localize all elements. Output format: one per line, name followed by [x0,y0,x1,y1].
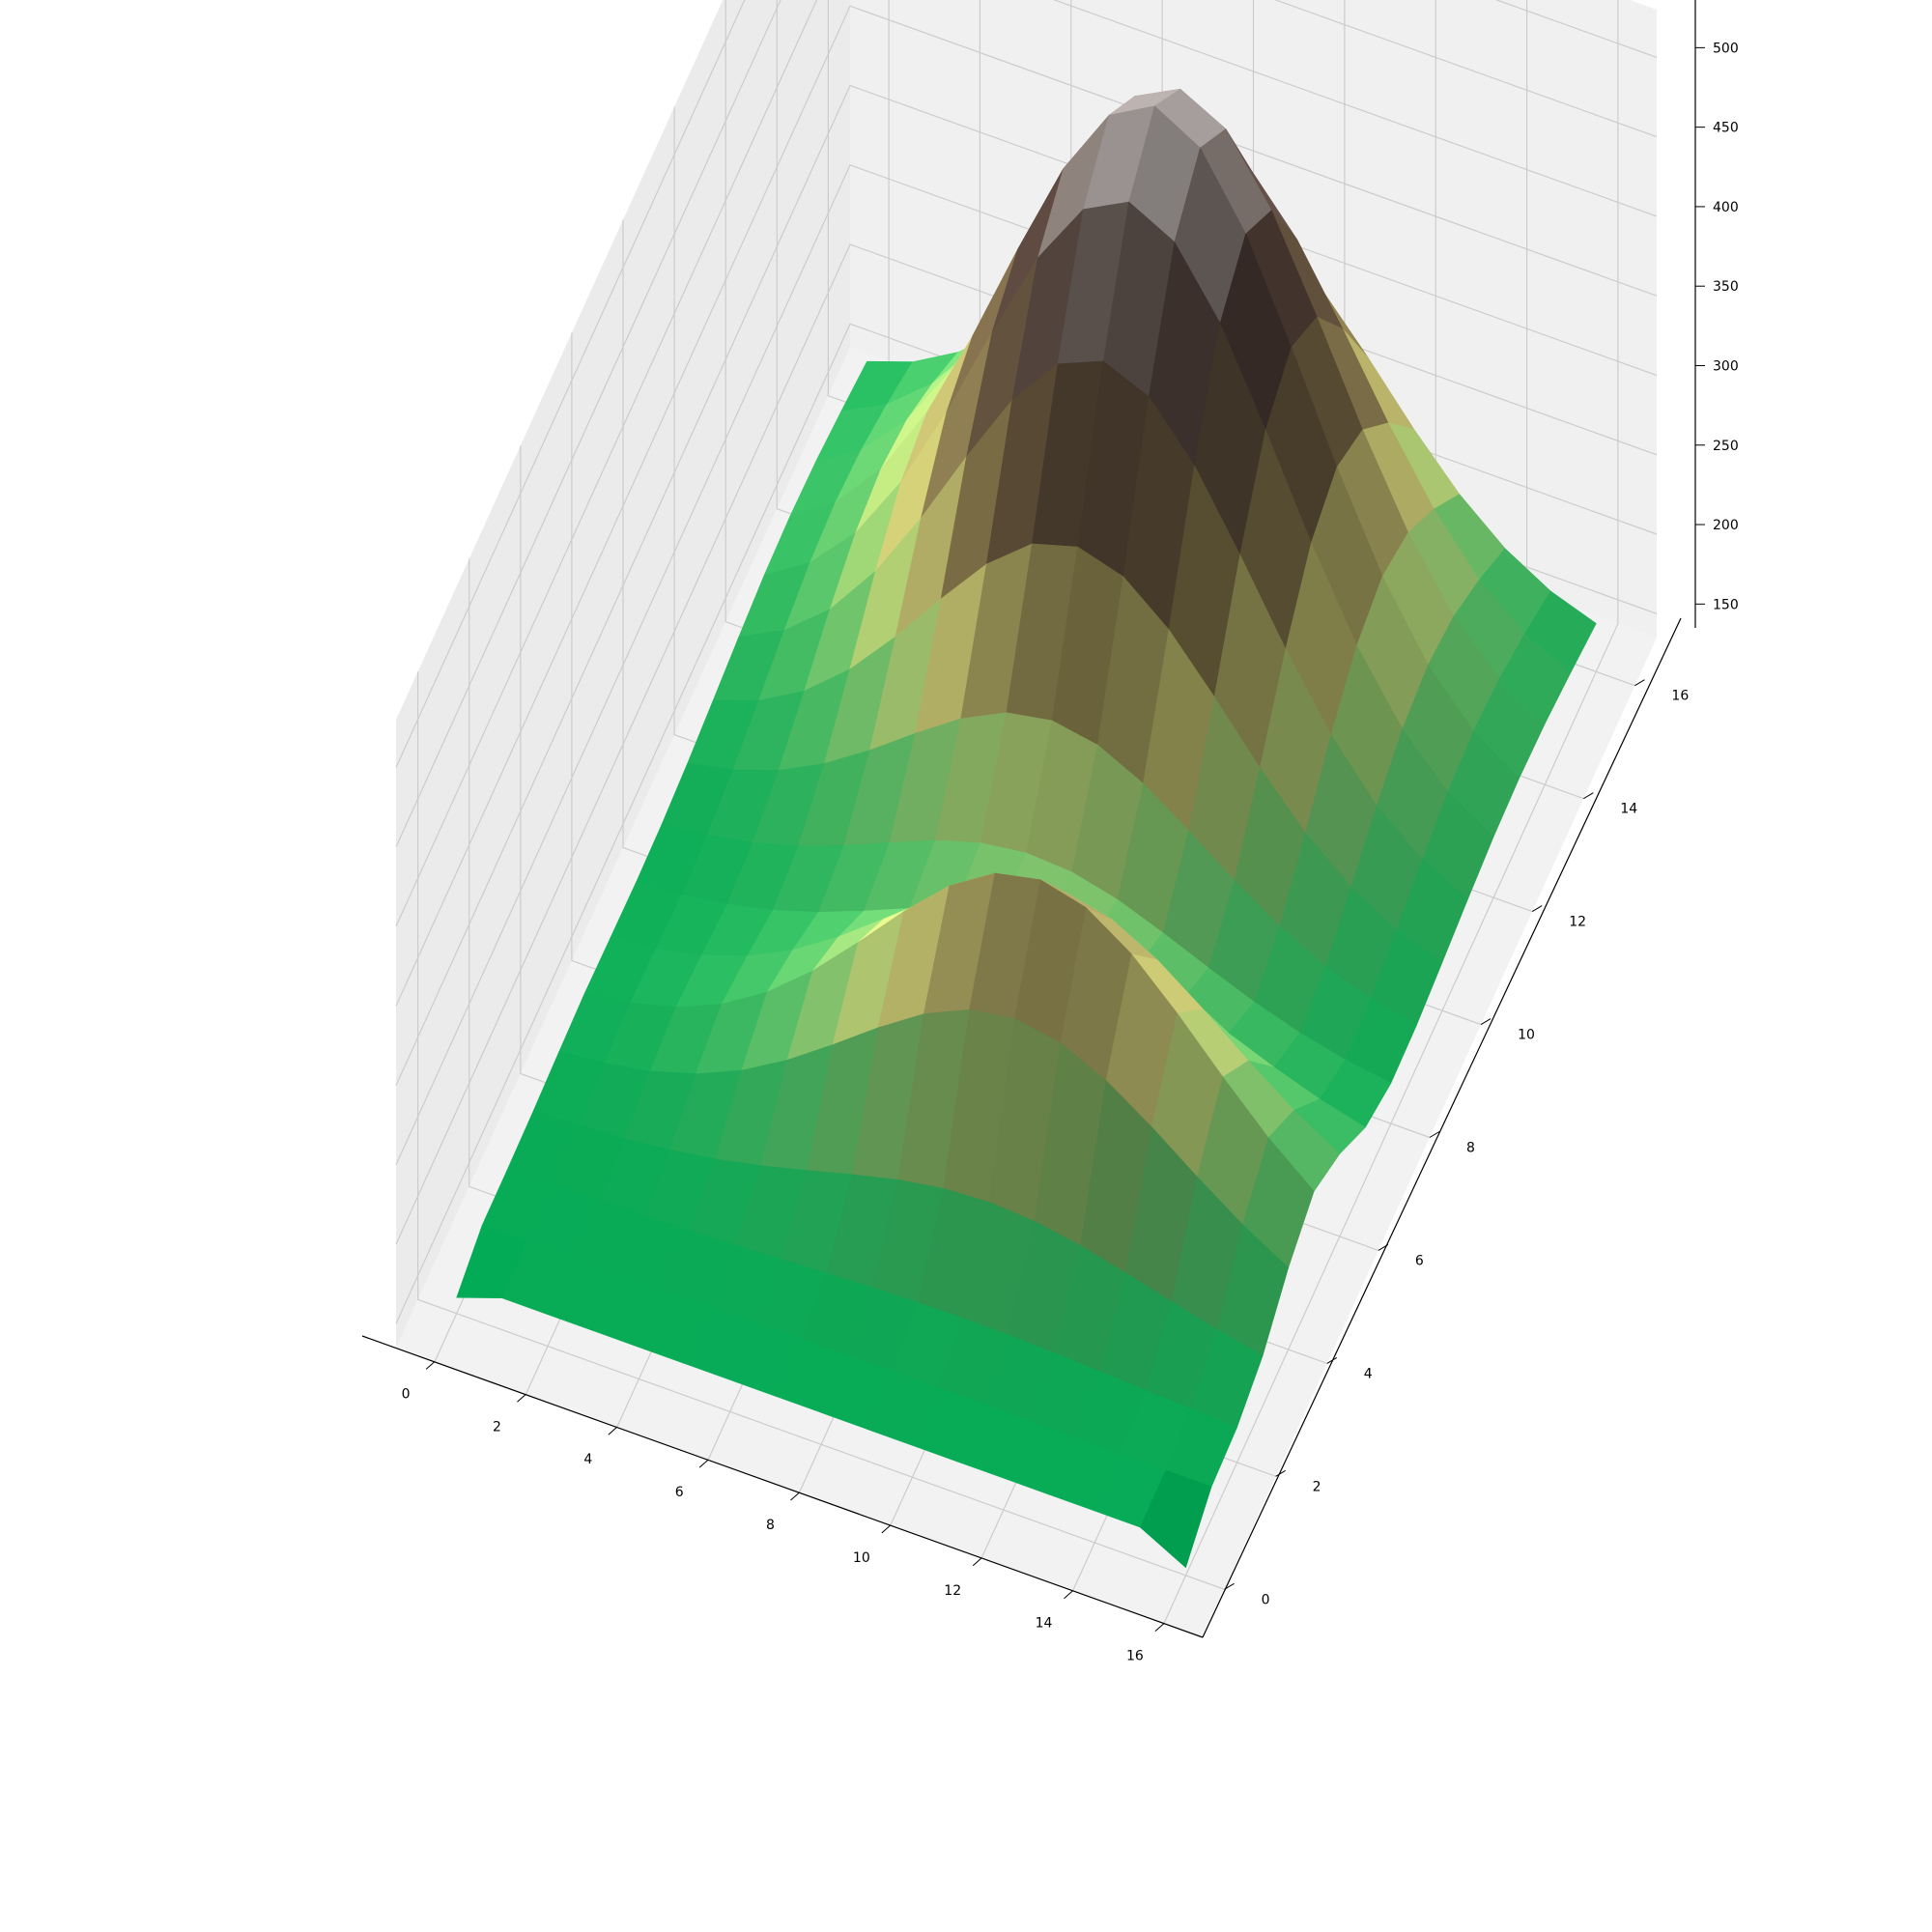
y-tick-mark [1429,1131,1440,1138]
z-tick-label: 200 [1713,518,1739,533]
grid-line-z [395,0,1658,927]
z-tick-label: 400 [1713,200,1739,215]
x-tick-mark [1154,1623,1165,1632]
axis-lines [361,0,1696,1638]
y-tick-label: 0 [1262,1592,1270,1607]
y-axis-line [1202,617,1682,1638]
grid-line-z [395,0,1658,847]
y-tick-mark [1480,1018,1492,1025]
surface-mesh [456,88,1597,1569]
y-tick-mark [1275,1469,1286,1477]
y-tick-label: 14 [1620,802,1637,817]
y-tick-mark [1634,679,1645,687]
grid-line-y [417,671,1225,1590]
x-tick-label: 14 [1036,1616,1053,1632]
y-tick-mark [1583,792,1594,800]
y-tick-label: 10 [1518,1028,1535,1043]
x-tick-label: 10 [853,1550,870,1566]
y-tick-label: 16 [1671,689,1689,704]
grid-line-z [395,0,1658,768]
x-tick-mark [608,1426,618,1435]
x-tick-mark [1064,1590,1073,1600]
y-tick-mark [1378,1244,1389,1251]
x-axis-line [361,1335,1204,1638]
grid-line-z [395,164,1658,1166]
z-tick-label: 450 [1713,121,1739,136]
x-tick-label: 12 [944,1583,961,1599]
x-tick-label: 8 [766,1518,775,1533]
x-tick-mark [698,1459,709,1468]
y-tick-label: 2 [1313,1479,1321,1494]
x-tick-label: 4 [583,1452,592,1467]
grid-line-z [395,5,1658,1007]
z-tick-label: 150 [1713,597,1739,612]
grid-line-z [395,84,1658,1086]
x-tick-label: 6 [675,1485,684,1500]
x-tick-mark [881,1524,892,1534]
z-tick-label: 350 [1713,279,1739,295]
x-tick-mark [972,1557,982,1567]
z-tick-label: 300 [1713,358,1739,374]
x-tick-mark [425,1361,436,1370]
surface-facet [1139,1469,1212,1569]
z-tick-label: 500 [1713,41,1739,56]
z-tick-label: 250 [1713,439,1739,454]
y-tick-label: 6 [1415,1253,1424,1268]
y-tick-mark [1531,905,1543,913]
y-tick-label: 8 [1466,1141,1475,1156]
x-tick-mark [790,1492,800,1501]
y-tick-label: 4 [1364,1366,1373,1381]
x-tick-label: 2 [493,1419,501,1435]
tick-labels: 0 2 4 6 8 10 12 14 16 0 2 4 6 8 10 12 14 16 150 200 250 300 35… [402,41,1739,1663]
y-tick-mark [1326,1356,1338,1364]
y-tick-label: 12 [1569,915,1586,930]
grid-line-x [1163,0,1619,1624]
y-tick-mark [1224,1582,1235,1590]
x-tick-mark [517,1393,526,1403]
x-tick-label: 16 [1126,1649,1144,1664]
x-tick-label: 0 [402,1386,411,1402]
